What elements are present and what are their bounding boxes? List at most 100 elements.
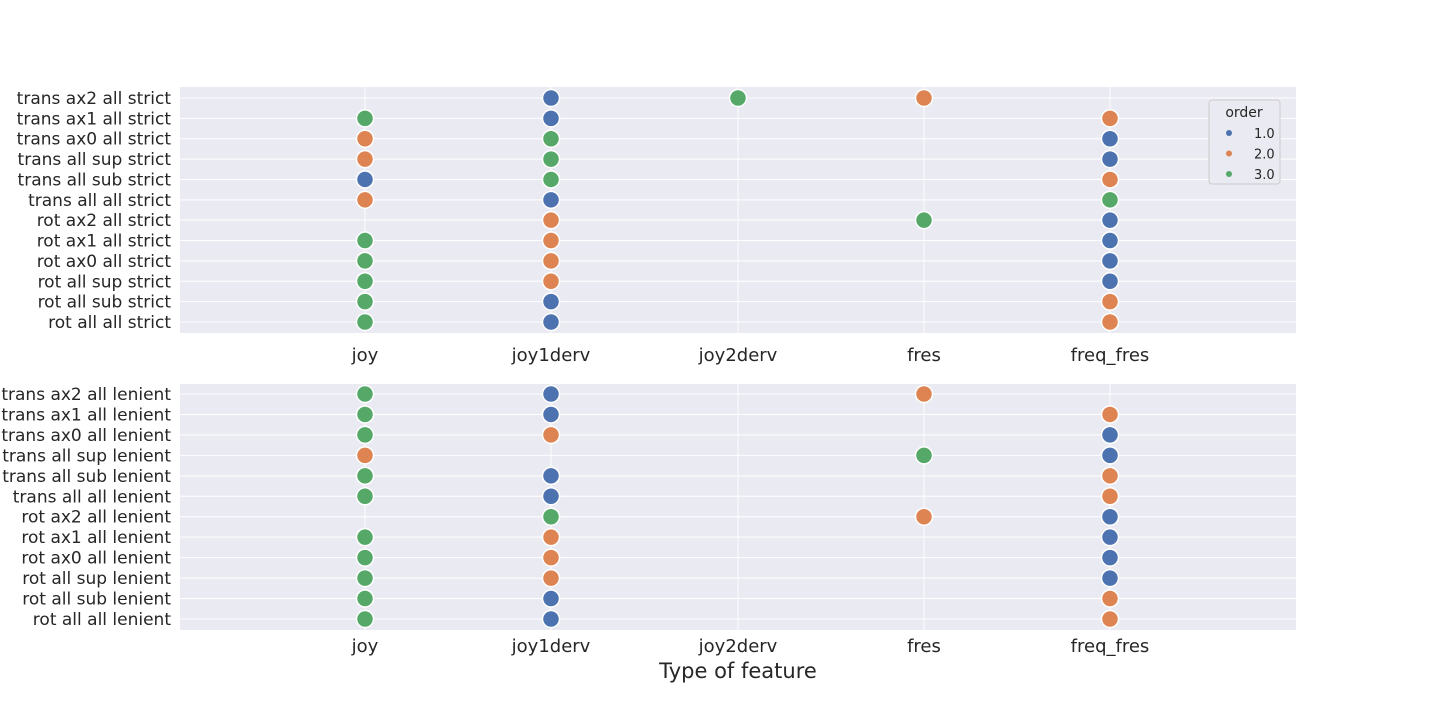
data-point: [1100, 446, 1120, 465]
legend-marker: [1226, 130, 1232, 136]
data-point: [355, 190, 375, 210]
data-point: [355, 129, 375, 148]
x-tick-label: joy: [351, 636, 379, 657]
data-point: [541, 507, 561, 526]
y-tick-label: trans ax0 all lenient: [1, 426, 171, 446]
data-point: [541, 170, 561, 189]
data-point: [355, 292, 375, 311]
y-tick-label: rot all sub lenient: [22, 590, 171, 610]
data-point: [355, 527, 375, 547]
legend-marker: [1226, 171, 1232, 177]
data-point: [541, 405, 561, 424]
y-tick-label: trans all all lenient: [13, 487, 172, 507]
y-tick-label: rot all sub strict: [38, 293, 172, 313]
data-point: [1100, 210, 1120, 230]
data-point: [541, 527, 561, 547]
data-point: [355, 568, 375, 588]
data-point: [355, 548, 375, 567]
x-axis-label: Type of feature: [658, 659, 817, 683]
data-point: [541, 272, 561, 291]
data-point: [914, 210, 934, 230]
data-point: [914, 88, 934, 108]
y-tick-label: trans all sub lenient: [2, 467, 171, 487]
data-point: [1100, 548, 1120, 567]
data-point: [355, 466, 375, 486]
data-point: [541, 466, 561, 486]
y-tick-label: trans ax2 all lenient: [1, 385, 171, 405]
x-tick-label: freq_fres: [1071, 345, 1150, 366]
legend-box: [1208, 99, 1281, 185]
data-point: [541, 231, 561, 250]
data-point: [541, 312, 561, 332]
data-point: [355, 487, 375, 506]
data-point: [541, 384, 561, 404]
y-tick-label: rot ax2 all strict: [37, 211, 172, 231]
data-point: [355, 109, 375, 128]
data-point: [355, 251, 375, 271]
y-tick-label: trans all all strict: [28, 191, 171, 211]
data-point: [355, 384, 375, 404]
data-point: [355, 149, 375, 169]
y-tick-label: trans all sup strict: [18, 150, 172, 170]
data-point: [1100, 507, 1120, 526]
data-point: [1100, 190, 1120, 210]
y-tick-label: rot all all lenient: [33, 610, 172, 630]
y-tick-label: rot all sup strict: [38, 272, 172, 292]
data-point: [541, 487, 561, 506]
data-point: [1100, 405, 1120, 424]
x-tick-label: fres: [907, 636, 941, 657]
data-point: [355, 589, 375, 608]
y-tick-label: rot ax0 all lenient: [21, 549, 171, 569]
data-point: [1100, 487, 1120, 506]
data-point: [1100, 129, 1120, 148]
data-point: [355, 425, 375, 445]
data-point: [541, 210, 561, 230]
data-point: [541, 190, 561, 210]
x-tick-label: freq_fres: [1071, 636, 1150, 657]
data-point: [541, 568, 561, 588]
data-point: [1100, 292, 1120, 311]
data-point: [541, 548, 561, 567]
data-point: [728, 88, 748, 108]
data-point: [1100, 109, 1120, 128]
data-point: [541, 251, 561, 271]
data-point: [1100, 527, 1120, 547]
data-point: [1100, 149, 1120, 169]
legend-marker: [1226, 150, 1232, 157]
y-tick-label: trans ax1 all lenient: [1, 405, 171, 425]
data-point: [914, 507, 934, 526]
data-point: [541, 425, 561, 445]
y-tick-label: rot ax1 all lenient: [21, 528, 171, 548]
data-point: [1100, 425, 1120, 445]
x-tick-label: joy2derv: [698, 636, 778, 657]
data-point: [355, 170, 375, 189]
y-tick-label: rot ax0 all strict: [37, 252, 172, 272]
data-point: [914, 446, 934, 465]
data-point: [541, 149, 561, 169]
y-tick-label: rot ax1 all strict: [37, 232, 172, 252]
data-point: [541, 609, 561, 629]
data-point: [1100, 272, 1120, 291]
y-tick-label: trans ax0 all strict: [17, 130, 172, 150]
data-point: [914, 384, 934, 404]
y-tick-label: trans all sup lenient: [2, 446, 171, 466]
legend-title: order: [1225, 105, 1263, 121]
y-tick-label: rot all sup lenient: [22, 569, 171, 589]
data-point: [1100, 589, 1120, 608]
x-tick-label: joy1derv: [511, 636, 591, 657]
x-tick-label: fres: [907, 345, 941, 366]
x-tick-label: joy2derv: [698, 345, 778, 366]
data-point: [1100, 466, 1120, 486]
data-point: [541, 589, 561, 608]
data-point: [355, 446, 375, 465]
data-point: [355, 231, 375, 250]
data-point: [355, 609, 375, 629]
data-point: [1100, 251, 1120, 271]
data-point: [1100, 312, 1120, 332]
y-tick-label: trans all sub strict: [18, 170, 172, 190]
y-tick-label: rot all all strict: [48, 313, 171, 333]
data-point: [541, 88, 561, 108]
